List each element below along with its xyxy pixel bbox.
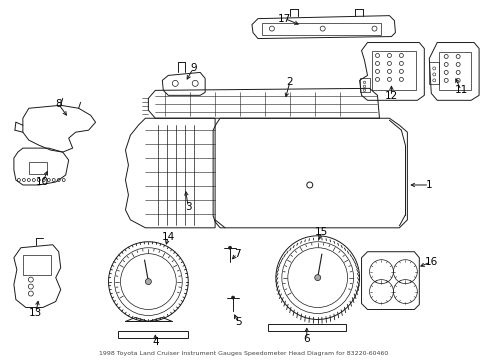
Text: 15: 15 — [314, 227, 327, 237]
Text: 6: 6 — [303, 334, 309, 345]
Circle shape — [231, 296, 234, 299]
Bar — [438, 53, 470, 90]
Bar — [23, 255, 51, 275]
Text: 4: 4 — [152, 337, 158, 347]
Circle shape — [228, 246, 231, 249]
Text: 11: 11 — [454, 85, 467, 95]
Circle shape — [145, 279, 151, 285]
Text: 8: 8 — [55, 99, 62, 109]
Text: 7: 7 — [233, 249, 240, 259]
Text: 10: 10 — [36, 177, 49, 187]
Text: 5: 5 — [234, 318, 241, 328]
Text: 12: 12 — [384, 91, 397, 101]
Text: 14: 14 — [162, 232, 175, 242]
Bar — [428, 62, 438, 84]
Circle shape — [314, 275, 320, 280]
Text: 1: 1 — [425, 180, 432, 190]
Text: 17: 17 — [278, 14, 291, 24]
Bar — [359, 78, 369, 92]
Bar — [267, 324, 345, 332]
Bar — [262, 23, 381, 35]
Bar — [371, 50, 415, 90]
Bar — [118, 332, 188, 338]
Text: 2: 2 — [286, 77, 292, 87]
Text: 3: 3 — [184, 202, 191, 212]
Text: 13: 13 — [29, 309, 42, 319]
Text: 16: 16 — [424, 257, 437, 267]
Text: 1998 Toyota Land Cruiser Instrument Gauges Speedometer Head Diagram for 83220-60: 1998 Toyota Land Cruiser Instrument Gaug… — [99, 351, 388, 356]
Bar — [29, 162, 47, 174]
Text: 9: 9 — [189, 63, 196, 73]
